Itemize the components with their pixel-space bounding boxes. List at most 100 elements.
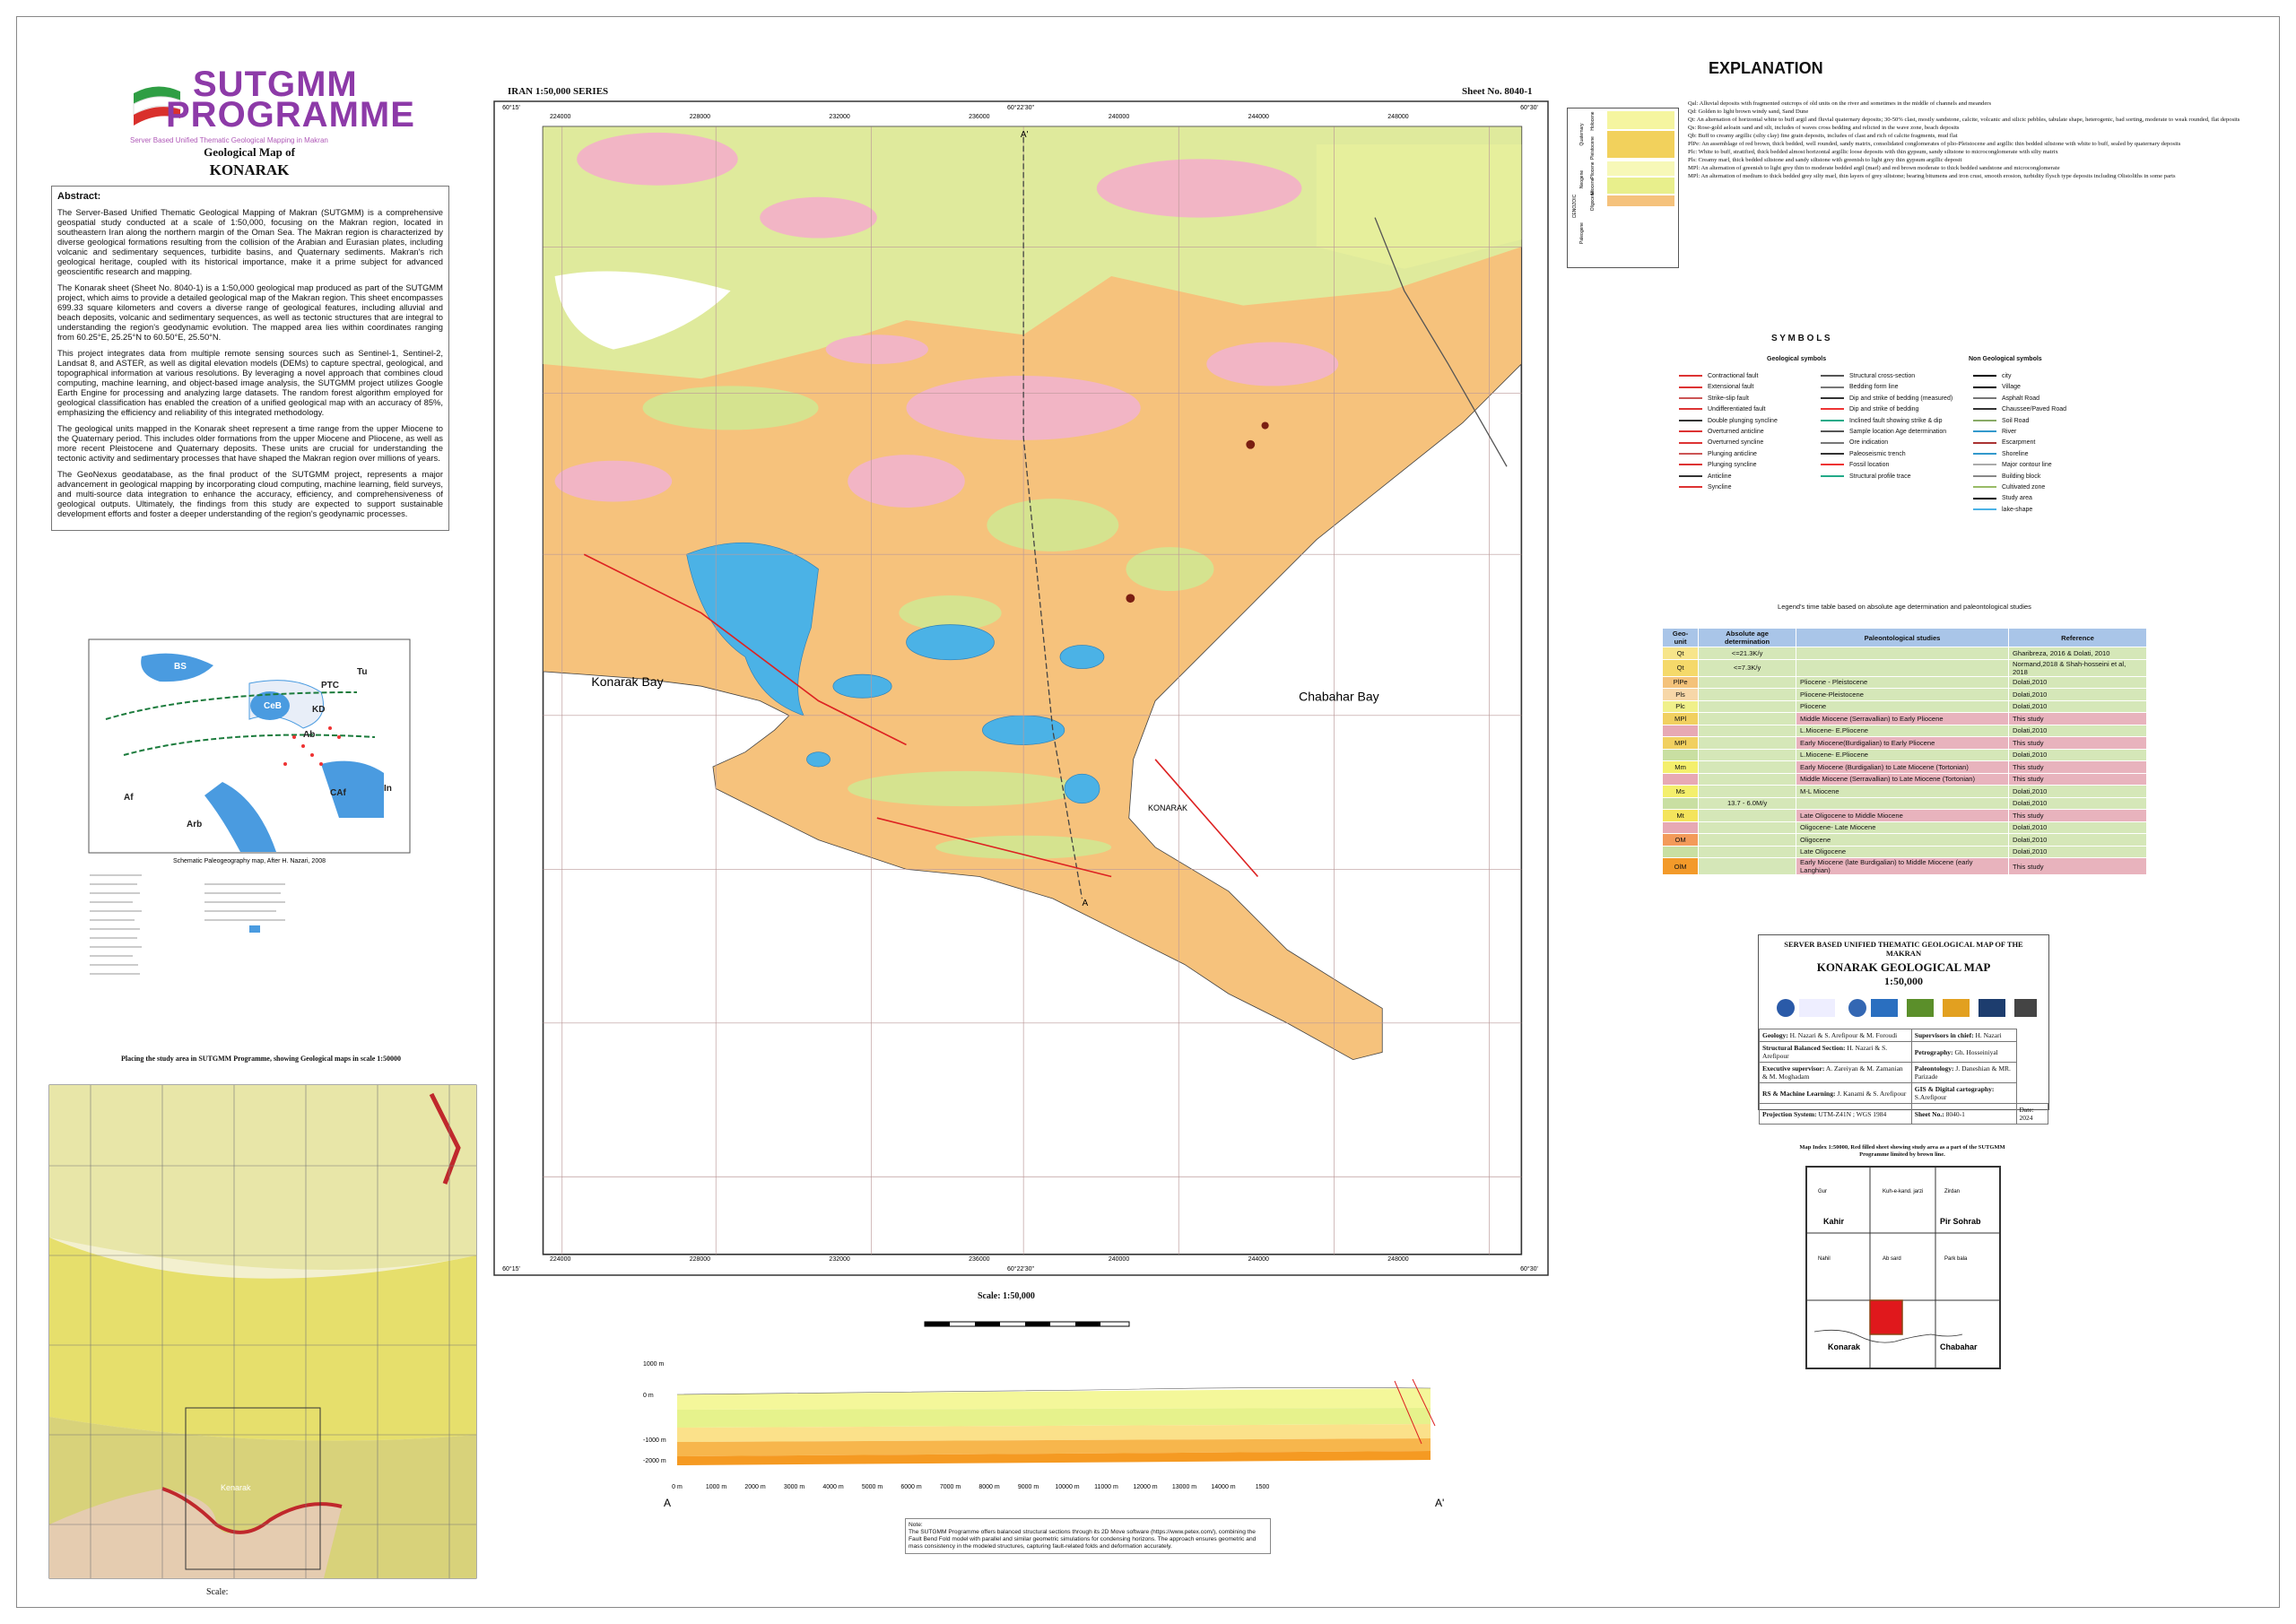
table-cell: Middle Miocene (Serravallian) to Late Mi… (1796, 772, 2009, 786)
credit-value: J. Kanami & S. Arefipour (1837, 1089, 1907, 1098)
table-cell (1698, 724, 1797, 737)
elevation-label: -2000 m (643, 1458, 666, 1464)
symbol-swatch (1973, 430, 1996, 433)
section-label: A (1082, 899, 1088, 908)
symbol-item: Escarpment (1973, 438, 2066, 448)
symbol-swatch (1973, 396, 1996, 399)
table-cell (1698, 821, 1797, 834)
paleo-caption: Schematic Paleogeography map, After H. N… (173, 858, 326, 864)
credit-cell: Sheet No.: 8040-1 (1910, 1103, 2017, 1125)
credit-date: Date: 2024 (2015, 1103, 2049, 1125)
symbol-item: Village (1973, 382, 2066, 393)
longitude-label: 60°15' (502, 1265, 520, 1272)
symbol-label: Cultivated zone (2002, 484, 2046, 491)
easting-label: 232000 (829, 114, 849, 120)
symbol-item: Overturned syncline (1679, 438, 1778, 448)
column-label: Holocene (1590, 111, 1596, 130)
easting-label: 240000 (1109, 1256, 1129, 1263)
table-cell: Pliocene (1796, 699, 2009, 713)
symbol-swatch (1821, 430, 1844, 433)
road (1374, 217, 1508, 467)
note-title: Note: (909, 1522, 923, 1528)
index-cell-label: Ab sard (1883, 1256, 1901, 1262)
table-cell: Early Miocene (Burdigalian) to Late Mioc… (1796, 760, 2009, 774)
table-cell: Late Oligocene to Middle Miocene (1796, 809, 2009, 822)
symbol-item: Plunging anticline (1679, 449, 1778, 460)
table-row: Middle Miocene (Serravallian) to Late Mi… (1661, 772, 2148, 786)
table-cell: Pliocene - Pleistocene (1796, 675, 2009, 689)
non-geo-symbol-list: city Village Asphalt Road Chaussee/Paved Ro… (1973, 371, 2066, 516)
table-cell: Pliocene-Pleistocene (1796, 688, 2009, 701)
symbol-swatch (1973, 464, 1996, 466)
table-cell: Dolati,2010 (2007, 724, 2148, 737)
symbol-label: Contractional fault (1708, 373, 1759, 379)
longitude-label: 60°30' (1520, 104, 1538, 111)
symbol-swatch (1821, 464, 1844, 466)
table-cell: Dolati,2010 (2007, 785, 2148, 798)
column-label: Neogene (1579, 170, 1585, 189)
table-cell: 13.7 - 6.0M/y (1698, 796, 1797, 810)
sheet-name: KONARAK (209, 161, 290, 178)
symbol-item: Strike-slip fault (1679, 394, 1778, 404)
easting-label: 228000 (690, 114, 710, 120)
table-cell: Ms (1661, 785, 1700, 798)
table-cell (1661, 796, 1700, 810)
table-cell (1698, 699, 1797, 713)
distance-label: 10000 m (1055, 1484, 1079, 1490)
map-series: IRAN 1:50,000 SERIES (508, 86, 609, 97)
abstract-paragraph: The Server-Based Unified Thematic Geolog… (57, 207, 443, 276)
credit-row: Executive supervisor: A. Zareiyan & M. Z… (1759, 1062, 2048, 1083)
table-cell: PlPe (1661, 675, 1700, 689)
symbol-item: Major contour line (1973, 460, 2066, 471)
explanation-line: PlPe: An assemblage of red brown, thick … (1688, 141, 2181, 147)
explanation-line: Qal: Alluvial deposits with fragmented o… (1688, 100, 1992, 107)
table-cell: Mt (1661, 809, 1700, 822)
column-label: Pleistocene (1590, 136, 1596, 160)
table-cell: Dolati,2010 (2007, 821, 2148, 834)
symbol-swatch (1679, 396, 1702, 399)
symbol-swatch (1821, 396, 1844, 399)
symbol-label: Plunging anticline (1708, 450, 1757, 457)
longitude-label: 60°30' (1520, 1265, 1538, 1272)
table-cell (1661, 821, 1700, 834)
note-text: The SUTGMM Programme offers balanced str… (909, 1529, 1257, 1550)
index-cell-label: Kuh-e-kand. jarzi (1883, 1189, 1923, 1194)
symbol-swatch (1973, 419, 1996, 421)
upper-unit (1316, 143, 1522, 269)
table-row: Pls Pliocene-Pleistocene Dolati,2010 (1661, 688, 2148, 701)
geological-map: 224000 224000 228000 228000 232000 232000 2360… (493, 100, 1549, 1276)
symbol-swatch (1679, 386, 1702, 388)
column-label: Miocene (1590, 178, 1596, 195)
table-cell: Gharibreza, 2016 & Dolati, 2010 (2007, 647, 2148, 660)
table-cell: This study (2007, 809, 2148, 822)
symbol-swatch (1679, 474, 1702, 477)
symbol-item: city (1973, 371, 2066, 382)
symbol-swatch (1679, 486, 1702, 489)
abstract-paragraph: The geological units mapped in the Konar… (57, 423, 443, 463)
distance-label: 9000 m (1018, 1484, 1039, 1490)
symbol-item: Soil Road (1973, 416, 2066, 427)
tagline: Server Based Unified Thematic Geological… (130, 136, 328, 144)
symbol-swatch (1821, 453, 1844, 455)
table-cell (1796, 647, 2009, 660)
table-cell (1698, 809, 1797, 822)
explanation-line: Qt: An alternation of horizontal white t… (1688, 117, 2240, 123)
symbol-swatch (1973, 408, 1996, 411)
distance-label: 4000 m (822, 1484, 844, 1490)
credit-row: Geology: H. Nazari & S. Arefipour & M. F… (1759, 1029, 2048, 1042)
table-cell: Oligocene (1796, 833, 2009, 847)
explanation-text: Qal: Alluvial deposits with fragmented o… (1688, 100, 2280, 181)
table-cell: Dolati,2010 (2007, 833, 2148, 847)
cross-section: 1000 m 0 m -1000 m -2000 m 0 m 1000 m 2000 m 30… (643, 1361, 1444, 1509)
paleo-legend (90, 874, 285, 975)
easting-label: 240000 (1109, 114, 1129, 120)
credit-value: H. Nazari & S. Arefipour & M. Foroudi (1789, 1031, 1898, 1039)
geo-symbol-list: Contractional fault Extensional fault Stri… (1679, 371, 1778, 493)
symbol-swatch (1679, 408, 1702, 411)
symbol-swatch (1679, 441, 1702, 444)
table-cell: Oligocene- Late Miocene (1796, 821, 2009, 834)
symbol-label: city (2002, 373, 2012, 379)
table-header: Paleontological studies (1796, 628, 2009, 647)
symbol-swatch (1679, 375, 1702, 378)
paleo-label: Af (124, 793, 134, 803)
